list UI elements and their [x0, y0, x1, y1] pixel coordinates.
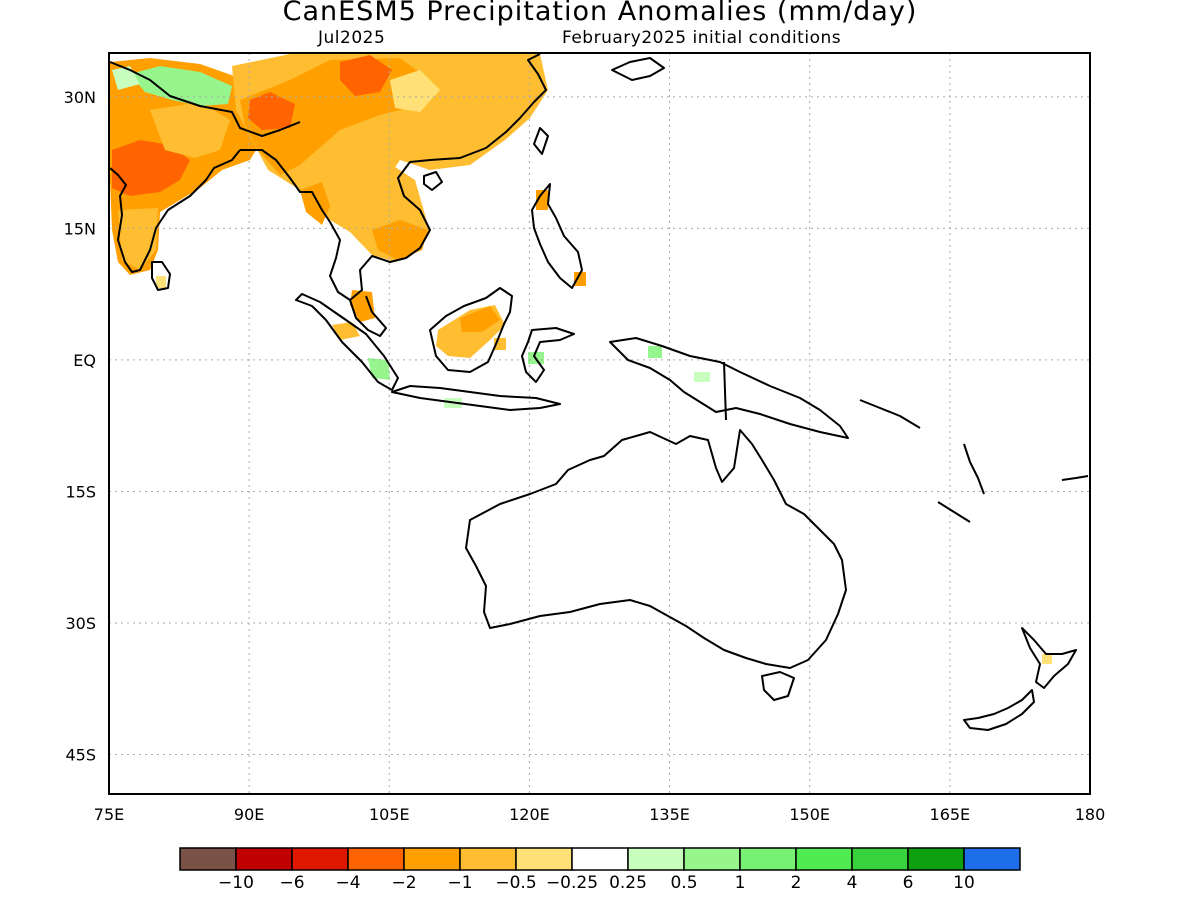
- colorbar-label: −0.25: [546, 873, 598, 893]
- lon-tick-label: 180: [1075, 805, 1106, 824]
- anomaly-region-himalaya-wet: [130, 66, 232, 106]
- lon-tick-label: 120E: [509, 805, 550, 824]
- colorbar-label: −1: [447, 873, 472, 893]
- anomaly-region-philippines-2: [574, 272, 586, 286]
- lat-tick-label: 30N: [64, 88, 96, 107]
- colorbar-label: 10: [953, 873, 975, 893]
- colorbar-label: 2: [791, 873, 802, 893]
- colorbar-swatch: [515, 847, 573, 871]
- colorbar-label: 0.5: [670, 873, 697, 893]
- lon-tick-label: 165E: [930, 805, 971, 824]
- coastline-fiji: [1061, 475, 1089, 481]
- anomaly-region-india-light: [150, 102, 230, 158]
- coastlines: [109, 53, 1089, 731]
- coastline-taiwan: [533, 127, 549, 155]
- coastline-solomons: [859, 399, 921, 429]
- colorbar-labels: −10 −6 −4 −2 −1 −0.5 −0.25 0.25 0.5 1 2 4 6 10: [218, 873, 975, 893]
- coastline-sri-lanka: [151, 261, 171, 291]
- initial-conditions-label: February2025 initial conditions: [562, 28, 842, 48]
- colorbar-swatch: [291, 847, 349, 871]
- lat-tick-label: 30S: [65, 614, 96, 633]
- anomaly-region-tibet-core: [248, 92, 295, 130]
- anomaly-region-philippines-1: [536, 190, 548, 210]
- coastline-philippines: [531, 183, 583, 289]
- anomaly-region-malaya: [350, 290, 375, 322]
- lon-tick-label: 150E: [789, 805, 830, 824]
- anomaly-region-china-east: [390, 70, 440, 112]
- coastline-vanuatu: [963, 443, 985, 495]
- coastline-indochina: [349, 159, 431, 301]
- coastline-malay-peninsula: [349, 295, 387, 337]
- map-title: CanESM5 Precipitation Anomalies (mm/day): [282, 0, 918, 27]
- coastline-nz-north: [1021, 627, 1077, 689]
- lon-tick-label: 135E: [649, 805, 690, 824]
- colorbar-label: −0.5: [495, 873, 536, 893]
- anomaly-region-china-core: [340, 55, 392, 96]
- forecast-month: Jul2025: [318, 28, 386, 48]
- lat-tick-label: 45S: [65, 746, 96, 765]
- latitude-axis-labels: 30N 15N EQ 15S 30S 45S: [64, 88, 96, 765]
- coastline-japan-korea: [611, 57, 665, 81]
- colorbar-swatch: [347, 847, 405, 871]
- coastline-new-guinea: [609, 337, 849, 439]
- colorbar-swatch: [627, 847, 685, 871]
- colorbar-swatch: [683, 847, 741, 871]
- coastline-tasmania: [761, 671, 795, 701]
- colorbar-swatch: [907, 847, 965, 871]
- lon-tick-label: 75E: [94, 805, 124, 824]
- colorbar-swatch: [459, 847, 517, 871]
- colorbar-label: 4: [847, 873, 858, 893]
- lat-tick-label: 15S: [65, 482, 96, 501]
- coastline-bangladesh-myanmar: [240, 149, 351, 301]
- coastline-sumatra: [295, 293, 399, 391]
- anomaly-region-sumatra-wet: [368, 358, 390, 380]
- colorbar-swatch: [795, 847, 853, 871]
- anomaly-region-newguinea-wet: [648, 346, 662, 358]
- plot-frame: [108, 52, 1091, 795]
- colorbar-label: 6: [903, 873, 914, 893]
- coastline-nz-south: [963, 689, 1035, 731]
- coastline-new-caledonia: [937, 501, 971, 523]
- colorbar-label: 0.25: [609, 873, 647, 893]
- anomaly-region-indochina-core: [372, 220, 428, 260]
- coastline-sulawesi: [521, 327, 575, 383]
- anomaly-region-india-strong: [112, 140, 190, 196]
- colorbar-label: −2: [391, 873, 416, 893]
- colorbar-label: −6: [279, 873, 304, 893]
- coastline-australia: [465, 429, 847, 669]
- coastline-china: [429, 53, 547, 161]
- colorbar-label: −10: [218, 873, 254, 893]
- anomaly-region-borneo-core: [460, 306, 500, 332]
- colorbar: [179, 847, 1021, 871]
- gridlines: [109, 53, 1090, 794]
- lat-tick-label: EQ: [73, 351, 96, 370]
- colorbar-label: −4: [335, 873, 360, 893]
- colorbar-swatch: [851, 847, 909, 871]
- longitude-axis-labels: 75E 90E 105E 120E 135E 150E 165E 180: [94, 805, 1106, 824]
- lon-tick-label: 90E: [234, 805, 264, 824]
- anomaly-region-sri-lanka: [156, 276, 166, 288]
- coastline-himalaya-border: [109, 61, 301, 137]
- coastline-hainan: [423, 171, 443, 191]
- anomaly-region-sumatra: [332, 322, 360, 340]
- colorbar-swatch: [179, 847, 237, 871]
- lon-tick-label: 105E: [369, 805, 410, 824]
- colorbar-swatch: [739, 847, 797, 871]
- colorbar-swatch: [403, 847, 461, 871]
- colorbar-swatch: [571, 847, 629, 871]
- lat-tick-label: 15N: [64, 219, 96, 238]
- coastline-borneo: [429, 287, 513, 373]
- coastline-india: [109, 149, 241, 273]
- colorbar-swatch: [963, 847, 1021, 871]
- colorbar-label: 1: [735, 873, 746, 893]
- anomaly-region-newguinea-wet2: [694, 372, 710, 382]
- colorbar-swatch: [235, 847, 293, 871]
- anomaly-region-newzealand: [1042, 654, 1052, 664]
- coastline-png-border: [723, 361, 727, 421]
- anomaly-shading: [110, 54, 1052, 664]
- coastline-java: [391, 385, 561, 411]
